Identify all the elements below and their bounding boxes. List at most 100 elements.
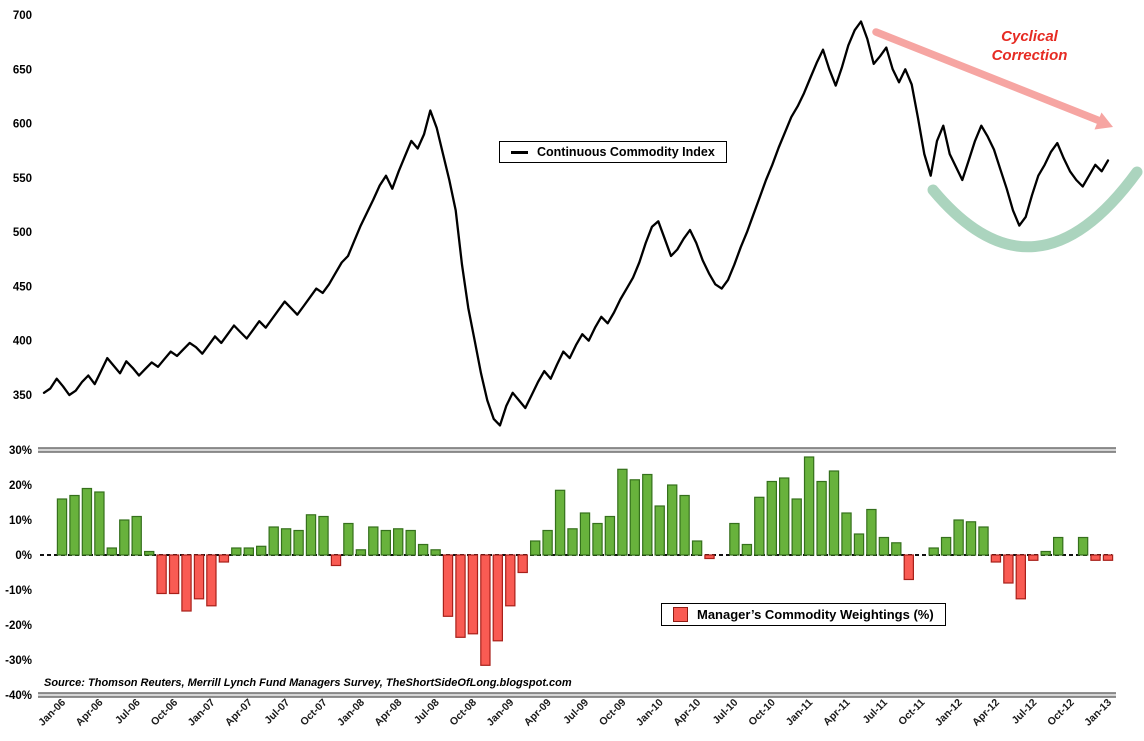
weighting-bar-positive xyxy=(567,528,578,556)
top-y-tick-label: 450 xyxy=(13,281,32,293)
top-y-tick-label: 400 xyxy=(13,336,32,348)
x-tick-label: Apr-11 xyxy=(821,697,853,729)
weighting-bar-negative xyxy=(206,554,217,607)
correction-arrow-head xyxy=(1094,112,1113,130)
x-tick-label: Jul-08 xyxy=(412,697,442,727)
weighting-bar-negative xyxy=(990,554,1002,563)
weighting-bar-positive xyxy=(305,514,317,556)
weighting-bar-positive xyxy=(430,549,441,556)
x-tick-label: Apr-07 xyxy=(223,697,255,729)
weightings-legend-label: Manager’s Commodity Weightings (%) xyxy=(697,607,934,622)
weighting-bar-positive xyxy=(106,547,117,556)
weighting-bar-positive xyxy=(666,484,678,556)
bottom-y-tick-label: 20% xyxy=(9,480,32,492)
correction-arrow-shaft xyxy=(872,28,1104,125)
weighting-bar-positive xyxy=(828,470,840,556)
weighting-bar-negative xyxy=(492,554,504,642)
weighting-bar-negative xyxy=(517,554,528,574)
bottoming-arc xyxy=(927,166,1143,253)
top-y-tick-label: 550 xyxy=(13,173,32,185)
cci-line xyxy=(42,20,1110,427)
weighting-bar-positive xyxy=(978,526,989,556)
x-tick-label: Apr-10 xyxy=(671,697,703,729)
source-note: Source: Thomson Reuters, Merrill Lynch F… xyxy=(44,677,572,689)
x-tick-label: Apr-08 xyxy=(372,697,404,729)
bottom-y-tick-label: -30% xyxy=(5,655,32,667)
weighting-bar-negative xyxy=(330,554,342,567)
weighting-bar-positive xyxy=(928,547,939,556)
weighting-bar-positive xyxy=(417,543,429,556)
weighting-bar-positive xyxy=(355,549,367,556)
cci-legend-label: Continuous Commodity Index xyxy=(537,145,715,159)
weighting-bar-positive xyxy=(729,522,740,556)
cyclical-correction-annotation: Cyclical Correction xyxy=(972,28,1087,66)
annotation-line-1: Cyclical xyxy=(1001,28,1058,45)
weighting-bar-positive xyxy=(679,494,690,556)
weighting-bar-positive xyxy=(940,536,952,556)
weighting-bar-positive xyxy=(405,529,416,556)
weighting-bar-positive xyxy=(579,512,591,556)
weighting-bar-negative xyxy=(168,554,180,595)
weighting-bar-negative xyxy=(218,554,230,563)
weighting-bar-negative xyxy=(704,554,715,560)
weighting-bar-negative xyxy=(455,554,466,638)
weighting-bar-positive xyxy=(766,480,778,556)
weighting-bar-positive xyxy=(891,542,902,556)
separator-band-1 xyxy=(38,693,1116,697)
weighting-bar-positive xyxy=(529,540,541,556)
weighting-bar-positive xyxy=(816,480,827,556)
weighting-bar-negative xyxy=(1003,554,1014,584)
weighting-bar-positive xyxy=(119,519,130,556)
x-tick-label: Jul-10 xyxy=(711,697,741,727)
top-y-tick-label: 700 xyxy=(13,10,32,22)
bottom-y-tick-label: -10% xyxy=(5,585,32,597)
line-swatch-icon xyxy=(511,150,528,154)
weighting-bar-positive xyxy=(841,512,852,556)
top-y-tick-label: 350 xyxy=(13,390,32,402)
x-tick-label: Jan-13 xyxy=(1082,697,1114,729)
x-tick-label: Jan-08 xyxy=(335,697,367,729)
weighting-bar-negative xyxy=(480,554,491,666)
weighting-bar-negative xyxy=(1102,554,1114,561)
weighting-bar-positive xyxy=(318,515,329,556)
x-tick-label: Jan-07 xyxy=(186,697,218,729)
x-tick-label: Oct-06 xyxy=(149,697,181,729)
cci-legend: Continuous Commodity Index xyxy=(499,141,727,163)
weighting-bar-positive xyxy=(791,498,802,556)
weighting-bar-positive xyxy=(654,505,665,556)
weighting-bar-positive xyxy=(629,479,641,556)
weighting-bar-positive xyxy=(268,526,279,556)
weighting-bar-positive xyxy=(368,526,379,556)
x-tick-label: Oct-10 xyxy=(746,697,778,729)
weighting-bar-positive xyxy=(878,536,890,556)
x-tick-label: Jul-11 xyxy=(860,697,890,727)
weighting-bar-positive xyxy=(81,487,93,556)
weighting-bar-negative xyxy=(1028,554,1039,561)
weighting-bar-positive xyxy=(1040,550,1051,556)
weighting-bar-negative xyxy=(442,554,454,617)
x-tick-label: Jan-09 xyxy=(484,697,516,729)
x-tick-label: Jan-11 xyxy=(784,697,816,729)
weighting-bar-negative xyxy=(156,554,167,595)
weighting-bar-positive xyxy=(953,519,964,556)
weighting-bar-positive xyxy=(131,515,142,556)
bar-swatch-icon xyxy=(673,607,688,622)
weighting-bar-positive xyxy=(853,533,865,556)
weighting-bar-negative xyxy=(903,554,915,581)
weighting-bar-negative xyxy=(505,554,516,607)
weighting-bar-positive xyxy=(144,550,155,556)
weighting-bar-positive xyxy=(69,494,80,556)
top-y-tick-label: 600 xyxy=(13,119,32,131)
weighting-bar-positive xyxy=(1052,536,1064,556)
bottom-y-tick-label: 10% xyxy=(9,515,32,527)
weighting-bar-negative xyxy=(193,554,205,600)
annotation-line-2: Correction xyxy=(991,46,1068,64)
weighting-bar-positive xyxy=(280,528,292,556)
x-tick-label: Apr-09 xyxy=(522,697,554,729)
bottom-y-tick-label: 30% xyxy=(9,445,32,457)
weighting-bar-negative xyxy=(181,554,192,612)
weighting-bar-positive xyxy=(393,528,404,556)
weighting-bar-positive xyxy=(691,540,703,556)
